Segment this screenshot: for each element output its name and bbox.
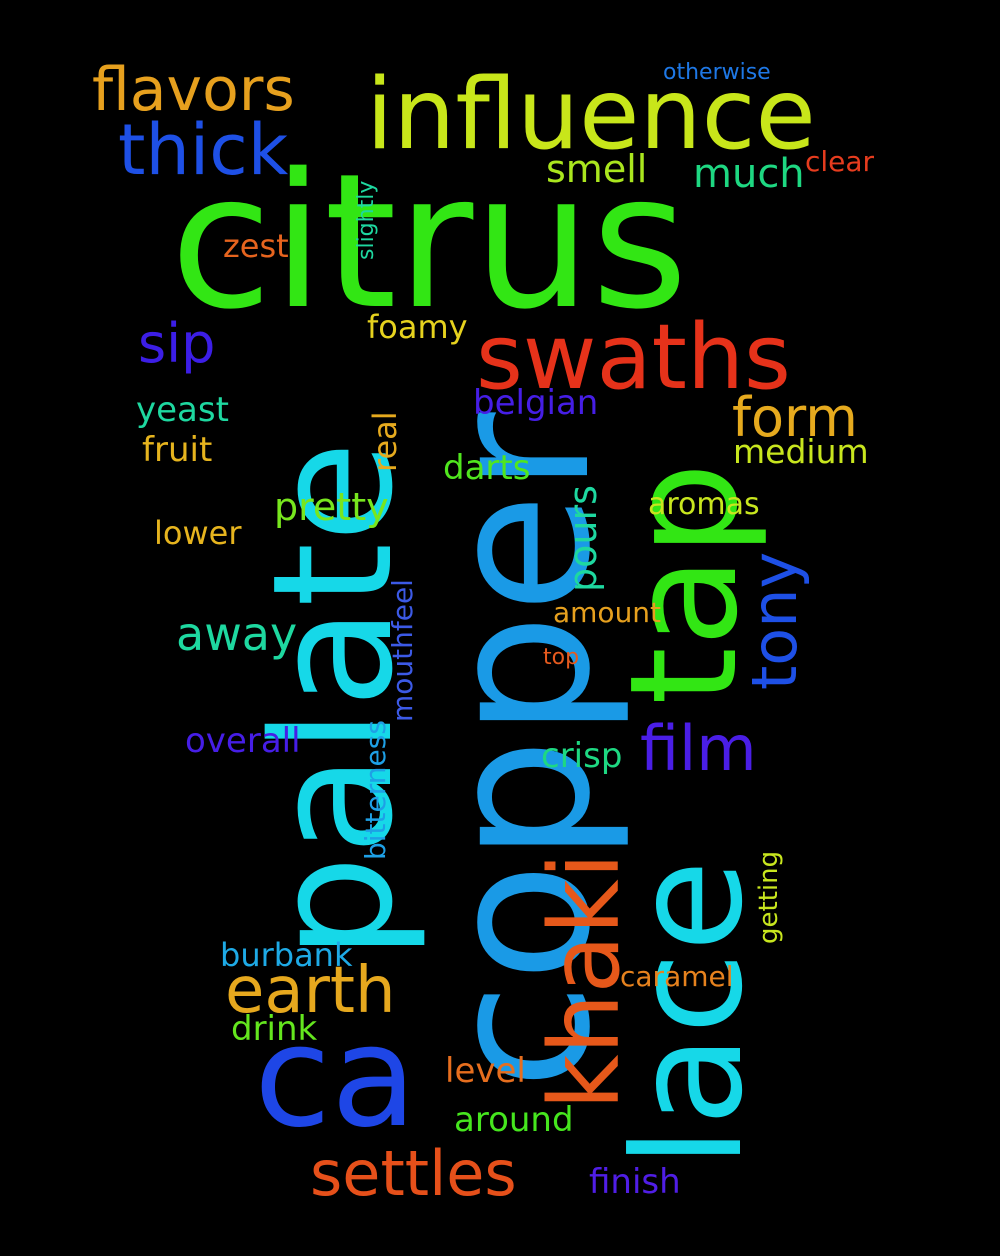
cloud-word-fruit: fruit <box>142 430 212 470</box>
cloud-word-caramel: caramel <box>620 960 734 993</box>
cloud-word-tap: tap <box>598 462 770 705</box>
cloud-word-citrus: citrus <box>170 133 688 350</box>
cloud-word-khaki: khaki <box>529 852 641 1110</box>
cloud-word-belgian: belgian <box>473 383 598 423</box>
cloud-word-otherwise: otherwise <box>663 60 771 85</box>
cloud-word-earth: earth <box>225 954 396 1028</box>
cloud-word-darts: darts <box>443 448 530 488</box>
cloud-word-drink: drink <box>231 1009 318 1049</box>
cloud-word-top: top <box>543 645 579 670</box>
cloud-word-amount: amount <box>553 596 661 629</box>
cloud-word-ca: ca <box>254 996 417 1159</box>
cloud-word-burbank: burbank <box>220 936 353 974</box>
cloud-word-mouthfeel: mouthfeel <box>386 579 419 722</box>
cloud-word-lace: lace <box>602 860 776 1168</box>
cloud-word-level: level <box>445 1051 526 1091</box>
cloud-word-much: much <box>693 151 805 197</box>
cloud-word-slightly: slightly <box>354 181 379 260</box>
cloud-word-palate: palate <box>237 441 429 960</box>
cloud-word-clear: clear <box>805 145 875 178</box>
cloud-word-pours: pours <box>561 485 605 592</box>
cloud-word-around: around <box>454 1100 574 1140</box>
cloud-word-influence: influence <box>366 58 816 172</box>
cloud-word-yeast: yeast <box>136 390 229 430</box>
cloud-word-tony: tony <box>738 552 811 690</box>
cloud-word-swaths: swaths <box>476 305 791 410</box>
cloud-word-thick: thick <box>118 109 289 191</box>
cloud-word-real: real <box>366 411 404 472</box>
cloud-word-aromas: aromas <box>648 487 760 522</box>
cloud-word-form: form <box>732 386 858 449</box>
cloud-word-finish: finish <box>589 1162 681 1202</box>
cloud-word-zest: zest <box>223 227 289 265</box>
cloud-word-settles: settles <box>310 1137 517 1210</box>
cloud-word-away: away <box>176 607 297 661</box>
cloud-word-flavors: flavors <box>92 55 295 125</box>
cloud-word-sip: sip <box>138 312 215 375</box>
cloud-word-getting: getting <box>754 851 784 944</box>
cloud-word-film: film <box>640 712 757 785</box>
cloud-word-medium: medium <box>733 432 869 471</box>
cloud-word-lower: lower <box>154 514 242 552</box>
cloud-word-pretty: pretty <box>274 485 389 529</box>
cloud-word-smell: smell <box>546 147 647 191</box>
cloud-word-foamy: foamy <box>367 308 468 346</box>
cloud-word-crisp: crisp <box>541 736 622 776</box>
cloud-word-bitterness: bitterness <box>359 720 392 860</box>
cloud-word-overall: overall <box>185 721 301 761</box>
cloud-word-copper: copper <box>406 412 634 1090</box>
